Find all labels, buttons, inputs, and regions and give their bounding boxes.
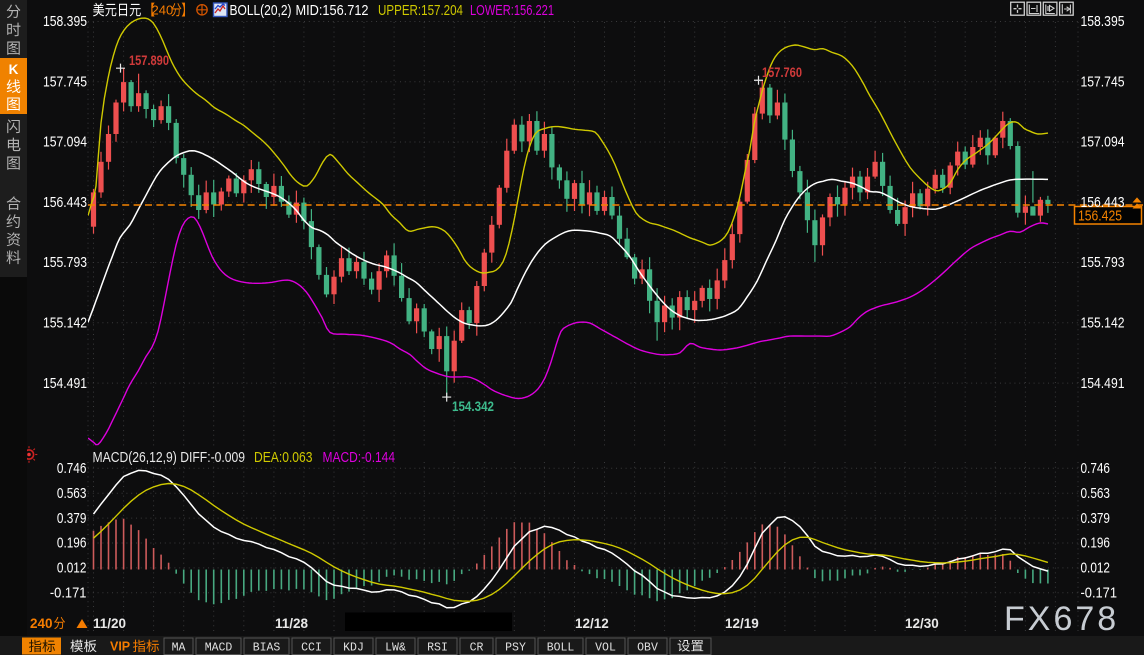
svg-text:-0.171: -0.171	[50, 586, 87, 602]
svg-text:VIP: VIP	[110, 640, 130, 654]
svg-text:155.793: 155.793	[43, 255, 87, 271]
svg-text:MA: MA	[172, 642, 186, 655]
svg-text:DEA:0.063: DEA:0.063	[254, 450, 313, 466]
svg-text:158.395: 158.395	[43, 14, 87, 30]
svg-text:156.443: 156.443	[43, 195, 87, 211]
svg-text:155.142: 155.142	[43, 316, 87, 332]
svg-text:0.563: 0.563	[1081, 486, 1111, 502]
svg-text:154.491: 154.491	[1081, 376, 1125, 392]
svg-text:VOL: VOL	[595, 642, 616, 655]
svg-text:FX678: FX678	[1004, 600, 1119, 638]
svg-text:UPPER:157.204: UPPER:157.204	[378, 3, 463, 19]
svg-text:0.012: 0.012	[57, 561, 87, 577]
svg-text:PSY: PSY	[505, 642, 526, 655]
svg-text:MACD(26,12,9) DIFF:-0.009: MACD(26,12,9) DIFF:-0.009	[93, 450, 246, 466]
svg-text:11/28: 11/28	[275, 616, 309, 631]
svg-text:RSI: RSI	[427, 642, 448, 655]
svg-text:156.443: 156.443	[1081, 195, 1125, 211]
svg-text:155.793: 155.793	[1081, 255, 1125, 271]
svg-text:K: K	[9, 62, 19, 77]
svg-text:CR: CR	[470, 642, 484, 655]
svg-text:OBV: OBV	[637, 642, 658, 655]
svg-text:BOLL: BOLL	[547, 642, 575, 655]
svg-text:0.563: 0.563	[57, 486, 87, 502]
svg-text:158.395: 158.395	[1081, 14, 1125, 30]
svg-text:12/19: 12/19	[725, 616, 759, 631]
svg-text:0.379: 0.379	[57, 511, 87, 527]
svg-text:MACD:-0.144: MACD:-0.144	[323, 450, 396, 466]
svg-text:154.342: 154.342	[452, 399, 494, 414]
svg-text:157.745: 157.745	[1081, 75, 1125, 91]
svg-text:MID:156.712: MID:156.712	[296, 3, 369, 19]
svg-text:240: 240	[30, 616, 53, 631]
svg-text:BIAS: BIAS	[253, 642, 281, 655]
svg-text:11/20: 11/20	[93, 616, 126, 631]
svg-text:KDJ: KDJ	[343, 642, 364, 655]
svg-text:154.491: 154.491	[43, 376, 87, 392]
svg-text:156.425: 156.425	[1078, 209, 1122, 225]
svg-text:0.196: 0.196	[1081, 536, 1111, 552]
svg-text:0.196: 0.196	[57, 536, 87, 552]
svg-text:-0.171: -0.171	[1081, 586, 1118, 602]
svg-text:LW&: LW&	[385, 642, 406, 655]
svg-text:12/30: 12/30	[905, 616, 939, 631]
svg-text:157.094: 157.094	[43, 135, 87, 151]
svg-text:BOLL(20,2): BOLL(20,2)	[230, 3, 292, 19]
svg-text:240: 240	[152, 2, 174, 17]
svg-text:157.745: 157.745	[43, 75, 87, 91]
svg-text:157.760: 157.760	[762, 65, 802, 80]
svg-text:CCI: CCI	[301, 642, 322, 655]
svg-text:LOWER:156.221: LOWER:156.221	[470, 3, 554, 19]
svg-text:157.094: 157.094	[1081, 135, 1125, 151]
svg-text:0.379: 0.379	[1081, 511, 1111, 527]
svg-text:0.746: 0.746	[57, 461, 87, 477]
svg-text:157.890: 157.890	[129, 53, 169, 68]
svg-text:0.012: 0.012	[1081, 561, 1111, 577]
svg-text:12/12: 12/12	[575, 616, 609, 631]
svg-text:155.142: 155.142	[1081, 316, 1125, 332]
svg-text:MACD: MACD	[205, 642, 233, 655]
svg-text:0.746: 0.746	[1081, 461, 1111, 477]
